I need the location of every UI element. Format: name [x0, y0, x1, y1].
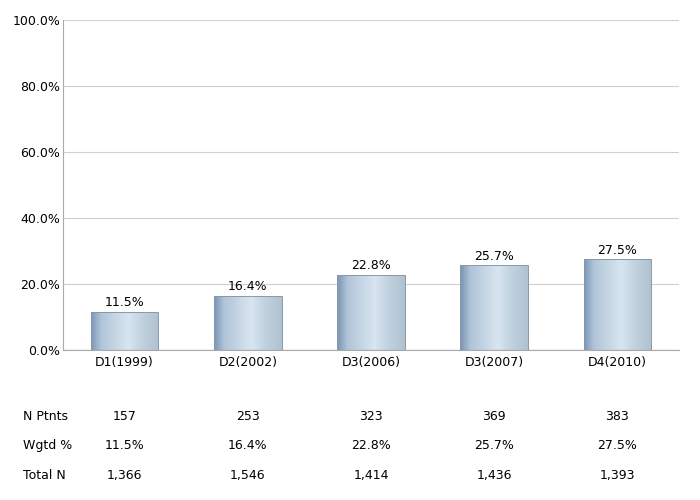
Text: 11.5%: 11.5% [105, 439, 144, 452]
Bar [461, 265, 528, 350]
Text: 25.7%: 25.7% [475, 250, 514, 262]
Text: 1,366: 1,366 [107, 469, 142, 482]
Text: 323: 323 [359, 410, 383, 422]
Text: 27.5%: 27.5% [598, 439, 637, 452]
Text: 253: 253 [236, 410, 260, 422]
Text: Wgtd %: Wgtd % [23, 439, 72, 452]
Text: Total N: Total N [23, 469, 66, 482]
Text: 22.8%: 22.8% [351, 259, 391, 272]
Text: 25.7%: 25.7% [475, 439, 514, 452]
Text: 11.5%: 11.5% [105, 296, 144, 310]
Bar [337, 275, 405, 350]
Text: 1,436: 1,436 [477, 469, 512, 482]
Text: 1,393: 1,393 [600, 469, 635, 482]
Text: 27.5%: 27.5% [598, 244, 637, 256]
Text: 1,546: 1,546 [230, 469, 265, 482]
Bar [91, 312, 158, 350]
Text: 16.4%: 16.4% [228, 280, 267, 293]
Bar [214, 296, 281, 350]
Text: 1,414: 1,414 [354, 469, 388, 482]
Text: 369: 369 [482, 410, 506, 422]
Text: N Ptnts: N Ptnts [23, 410, 68, 422]
Text: 383: 383 [606, 410, 629, 422]
Bar [584, 259, 651, 350]
Text: 157: 157 [113, 410, 136, 422]
Text: 22.8%: 22.8% [351, 439, 391, 452]
Text: 16.4%: 16.4% [228, 439, 267, 452]
